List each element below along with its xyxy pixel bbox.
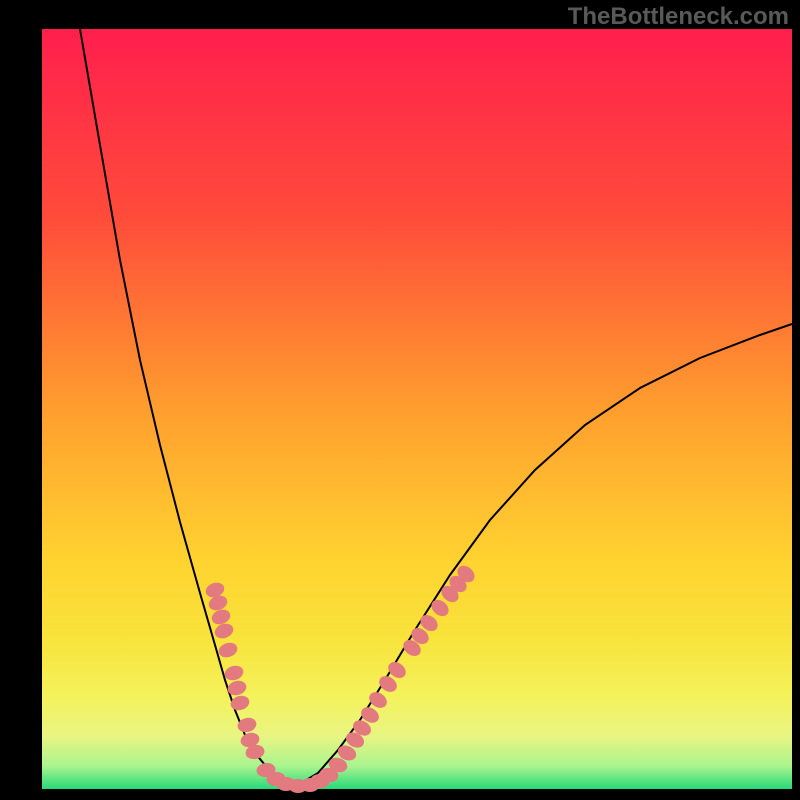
bead-marker bbox=[213, 622, 234, 640]
bead-marker bbox=[230, 694, 251, 711]
attribution-text: TheBottleneck.com bbox=[568, 3, 789, 31]
bead-marker bbox=[367, 690, 389, 711]
chart-canvas: TheBottleneck.com bbox=[0, 0, 800, 800]
curve-left bbox=[80, 29, 298, 785]
curve-layer bbox=[0, 0, 800, 800]
bead-marker bbox=[217, 641, 238, 659]
bead-marker bbox=[210, 608, 231, 626]
bead-marker bbox=[223, 664, 244, 682]
bead-marker bbox=[237, 717, 258, 734]
